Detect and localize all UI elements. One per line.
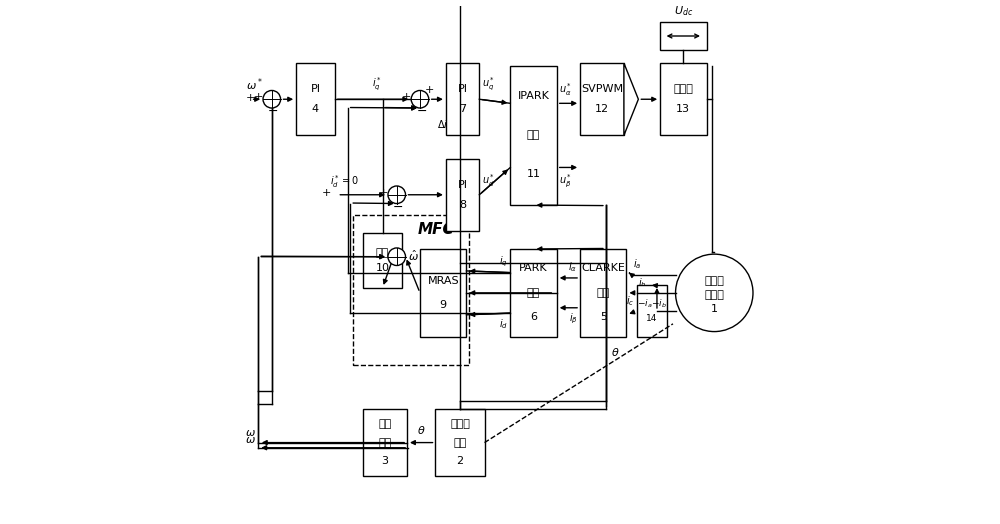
Text: +: + xyxy=(254,92,263,102)
Text: 2: 2 xyxy=(456,456,464,466)
Text: 变换: 变换 xyxy=(527,130,540,140)
Text: +: + xyxy=(322,188,331,198)
Text: $\theta$: $\theta$ xyxy=(611,346,620,358)
Bar xyxy=(363,409,407,476)
Text: 8: 8 xyxy=(459,200,466,210)
Text: 12: 12 xyxy=(595,104,609,114)
Text: $\omega$: $\omega$ xyxy=(245,429,256,439)
Text: $i_q^*$: $i_q^*$ xyxy=(372,75,382,93)
Text: $i_q$: $i_q$ xyxy=(499,254,508,268)
Text: 14: 14 xyxy=(646,314,657,323)
Text: $i_\alpha$: $i_\alpha$ xyxy=(568,260,577,274)
Text: $-i_a$$-i_b$: $-i_a$$-i_b$ xyxy=(637,298,667,310)
Text: +: + xyxy=(246,93,255,103)
Bar xyxy=(446,63,479,135)
Circle shape xyxy=(388,186,406,203)
Text: IPARK: IPARK xyxy=(518,91,549,101)
Bar xyxy=(435,409,485,476)
Text: 位置传: 位置传 xyxy=(450,419,470,429)
Text: 感器: 感器 xyxy=(453,438,467,447)
Text: 增益: 增益 xyxy=(376,248,389,258)
Text: PARK: PARK xyxy=(519,263,548,274)
Text: 变换: 变换 xyxy=(597,288,610,298)
Text: $i_a$: $i_a$ xyxy=(633,257,641,271)
Bar xyxy=(580,63,624,135)
Bar xyxy=(363,234,402,288)
Circle shape xyxy=(388,248,406,266)
Text: −: − xyxy=(393,201,404,214)
Text: −: − xyxy=(268,105,279,118)
Text: $i_b$: $i_b$ xyxy=(638,276,647,290)
Bar xyxy=(420,249,466,337)
Text: MRAS: MRAS xyxy=(427,276,459,286)
Text: −: − xyxy=(416,105,427,118)
Text: $U_{dc}$: $U_{dc}$ xyxy=(674,4,693,18)
Text: $u_\beta^*$: $u_\beta^*$ xyxy=(559,172,573,190)
Text: $u_\alpha^*$: $u_\alpha^*$ xyxy=(559,81,573,98)
Text: 13: 13 xyxy=(676,104,690,114)
Text: $\omega^*$: $\omega^*$ xyxy=(246,77,263,93)
Text: 11: 11 xyxy=(527,169,541,179)
Text: MFC: MFC xyxy=(418,222,455,237)
Text: 10: 10 xyxy=(376,263,390,273)
Bar xyxy=(660,63,707,135)
Bar xyxy=(660,22,707,50)
Text: 步电机: 步电机 xyxy=(704,290,724,300)
Polygon shape xyxy=(624,63,638,135)
Text: 7: 7 xyxy=(459,104,466,114)
Circle shape xyxy=(411,91,429,108)
Text: +: + xyxy=(379,188,388,198)
Text: $\omega$: $\omega$ xyxy=(245,434,256,445)
Circle shape xyxy=(676,254,753,332)
Text: $\Delta i_q^*$: $\Delta i_q^*$ xyxy=(437,117,454,135)
Text: SVPWM: SVPWM xyxy=(581,84,623,94)
Text: 3: 3 xyxy=(382,456,389,466)
Text: 计算: 计算 xyxy=(378,438,392,447)
Text: $i_c$: $i_c$ xyxy=(626,294,634,308)
Text: 9: 9 xyxy=(440,300,447,310)
Bar xyxy=(296,63,335,135)
Bar xyxy=(446,159,479,231)
Text: 6: 6 xyxy=(530,312,537,322)
Text: $i_d^* = 0$: $i_d^* = 0$ xyxy=(330,173,359,190)
Circle shape xyxy=(263,91,281,108)
Text: 4: 4 xyxy=(312,104,319,114)
Text: 变换: 变换 xyxy=(527,288,540,298)
Text: 转速: 转速 xyxy=(378,419,392,429)
Bar xyxy=(353,215,469,365)
Text: $i_\beta$: $i_\beta$ xyxy=(569,312,577,326)
Bar xyxy=(637,285,667,337)
Text: 5: 5 xyxy=(600,312,607,322)
Text: 1: 1 xyxy=(711,304,718,314)
Text: +: + xyxy=(425,85,434,95)
Text: +: + xyxy=(402,92,411,102)
Text: 逆变器: 逆变器 xyxy=(673,84,693,94)
Text: $i_d$: $i_d$ xyxy=(499,317,508,331)
Bar xyxy=(510,66,557,205)
Text: 永磁同: 永磁同 xyxy=(704,277,724,287)
Text: $u_q^*$: $u_q^*$ xyxy=(482,75,495,93)
Text: +: + xyxy=(394,264,403,274)
Text: −: − xyxy=(378,248,389,261)
Text: PI: PI xyxy=(458,84,468,94)
Bar xyxy=(510,249,557,337)
Text: PI: PI xyxy=(310,84,320,94)
Text: $\hat{\omega}$: $\hat{\omega}$ xyxy=(408,248,419,263)
Text: PI: PI xyxy=(458,180,468,190)
Text: $u_d^*$: $u_d^*$ xyxy=(482,172,495,189)
Bar xyxy=(580,249,626,337)
Text: CLARKE: CLARKE xyxy=(581,263,625,274)
Text: $\theta$: $\theta$ xyxy=(417,424,426,436)
